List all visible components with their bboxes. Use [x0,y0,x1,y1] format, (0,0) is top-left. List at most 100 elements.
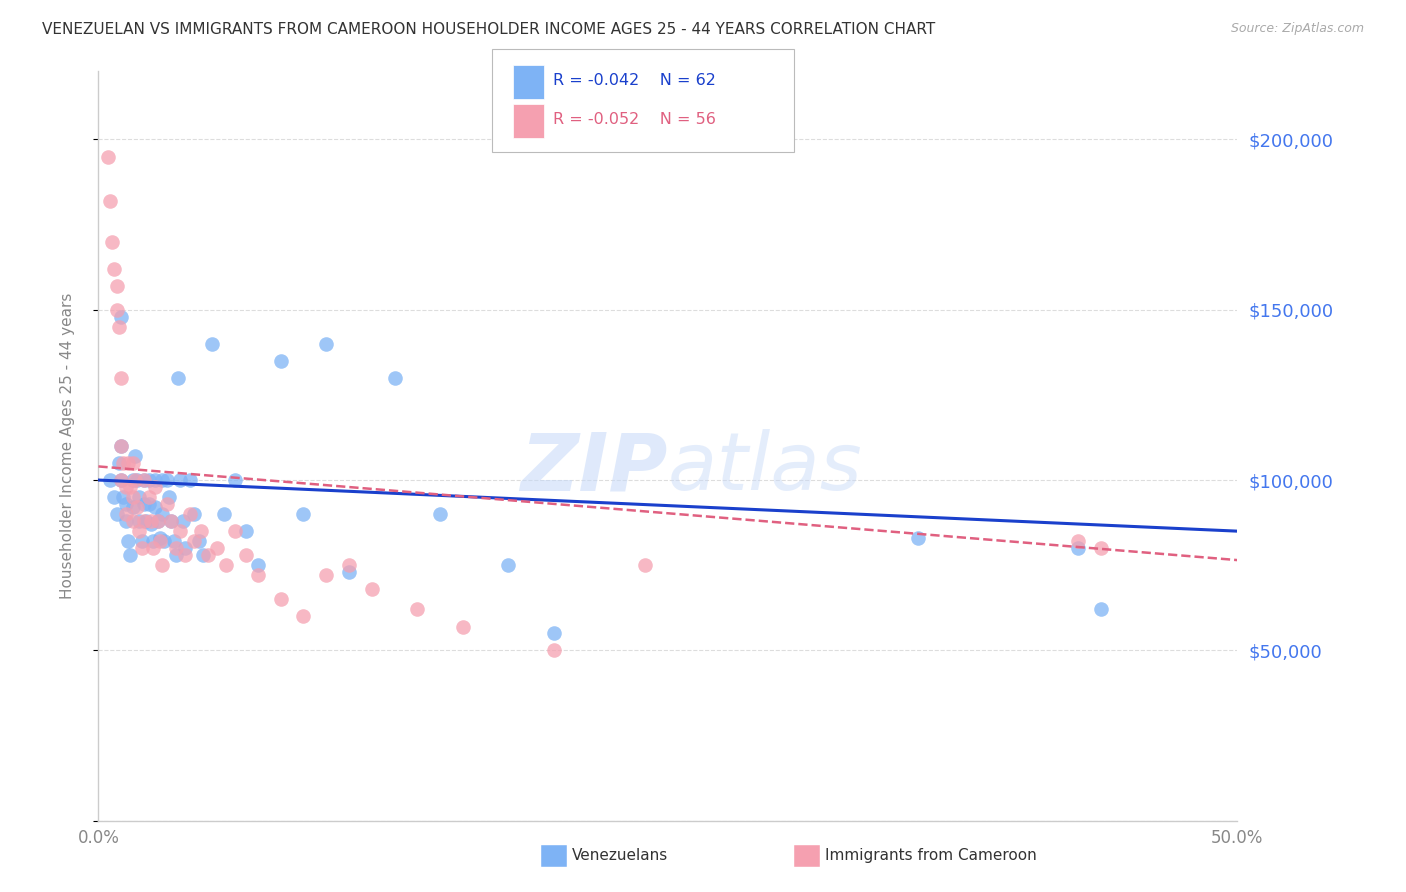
Point [174,548,197,562]
Point [105,279,128,293]
Point [108,456,131,470]
Point [451,619,474,633]
Text: VENEZUELAN VS IMMIGRANTS FROM CAMEROON HOUSEHOLDER INCOME AGES 25 - 44 YEARS COR: VENEZUELAN VS IMMIGRANTS FROM CAMEROON H… [42,22,935,37]
Point [212,507,235,521]
Point [149,534,172,549]
Point [124,473,146,487]
Text: atlas: atlas [668,429,863,508]
Point [179,507,201,521]
Point [292,507,315,521]
Point [121,500,143,515]
Point [270,592,292,607]
Point [132,497,155,511]
Point [132,473,155,487]
Point [132,473,155,487]
Point [246,568,269,582]
Text: Source: ZipAtlas.com: Source: ZipAtlas.com [1230,22,1364,36]
Point [235,524,257,538]
Point [165,548,187,562]
Point [179,473,201,487]
Point [1090,602,1112,616]
Point [1067,541,1090,556]
Point [103,490,125,504]
Point [124,449,146,463]
Point [145,480,167,494]
Point [224,524,246,538]
Point [110,473,132,487]
Point [292,609,315,624]
Point [907,531,929,545]
Point [315,568,337,582]
Point [139,517,162,532]
Point [112,456,135,470]
Point [153,534,176,549]
Point [131,534,153,549]
Point [127,473,149,487]
Point [150,558,173,573]
Point [634,558,657,573]
Point [235,548,257,562]
Point [543,626,565,640]
Point [120,548,142,562]
Point [156,473,179,487]
Point [110,439,132,453]
Text: Venezuelans: Venezuelans [572,848,668,863]
Point [121,456,143,470]
Point [110,473,132,487]
Point [131,541,153,556]
Text: R = -0.052    N = 56: R = -0.052 N = 56 [553,112,716,128]
Point [112,490,135,504]
Point [360,582,382,596]
Point [337,565,360,579]
Point [160,514,183,528]
Point [145,500,167,515]
Point [105,302,128,317]
Point [183,507,205,521]
Point [160,514,183,528]
Point [205,541,228,556]
Point [498,558,520,573]
Point [127,500,149,515]
Point [114,497,136,511]
Point [149,531,172,545]
Point [157,490,180,504]
Point [337,558,360,573]
Point [174,541,197,556]
Point [108,319,131,334]
Point [117,456,139,470]
Point [224,473,246,487]
Point [1067,534,1090,549]
Point [98,194,121,208]
Point [167,371,190,385]
Point [162,534,184,549]
Point [139,514,162,528]
Point [384,371,406,385]
Point [146,514,169,528]
Point [114,514,136,528]
Point [190,524,212,538]
Point [138,490,160,504]
Point [543,643,565,657]
Point [1090,541,1112,556]
Point [105,507,128,521]
Point [215,558,238,573]
Point [128,514,150,528]
Point [142,534,165,549]
Point [121,514,143,528]
Point [197,548,219,562]
Point [110,310,132,324]
Point [156,497,179,511]
Point [128,524,150,538]
Point [110,371,132,385]
Point [142,541,165,556]
Point [150,473,173,487]
Point [114,480,136,494]
Point [246,558,269,573]
Point [150,507,173,521]
Text: R = -0.042    N = 62: R = -0.042 N = 62 [553,73,716,88]
Point [406,602,429,616]
Point [169,524,191,538]
Point [315,336,337,351]
Point [146,514,169,528]
Point [165,541,187,556]
